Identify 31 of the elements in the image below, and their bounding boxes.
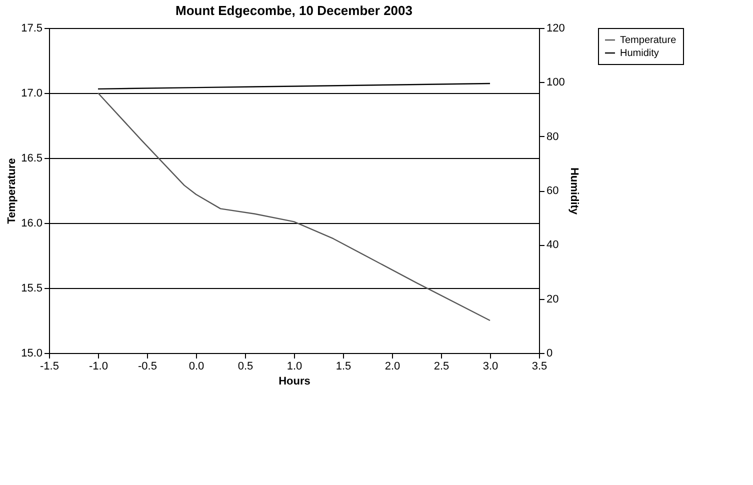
y2-axis-title: Humidity — [568, 167, 580, 216]
x-tick-label: -1.5 — [40, 360, 59, 372]
chart-title: Mount Edgecombe, 10 December 2003 — [176, 3, 412, 18]
x-tick-label: 3.0 — [482, 360, 498, 372]
line-series — [97, 92, 491, 322]
y-tick-label: 15.0 — [21, 348, 42, 360]
x-tick-label: 1.0 — [286, 360, 302, 372]
y2-tick-label: 0 — [546, 348, 553, 360]
y2-tick-label: 40 — [546, 239, 559, 252]
y2-tick-label: 100 — [546, 76, 565, 89]
y-tick-label: 16.0 — [21, 218, 42, 230]
x-tick-label: 1.5 — [336, 360, 352, 372]
y-axis-title: Temperature — [6, 158, 18, 224]
y2-tick-label: 20 — [546, 293, 559, 306]
y-tick-label: 16.5 — [21, 152, 42, 164]
x-tick-label: 3.5 — [532, 360, 548, 372]
y2-tick-label: 80 — [546, 130, 559, 143]
x-tick-label: 0.0 — [188, 360, 204, 372]
y-tick-label: 17.0 — [21, 88, 42, 100]
y-tick-label: 17.5 — [21, 22, 42, 34]
y2-tick-label: 120 — [546, 22, 565, 34]
legend-label: Temperature — [620, 35, 677, 46]
x-tick-label: 2.5 — [434, 360, 450, 372]
x-axis-title: Hours — [278, 376, 310, 388]
legend-label: Humidity — [620, 48, 659, 59]
x-tick-label: 0.5 — [238, 360, 254, 372]
x-tick-label: 2.0 — [384, 360, 400, 372]
x-tick-label: -1.0 — [89, 360, 108, 372]
x-tick-label: -0.5 — [138, 360, 157, 372]
y-tick-label: 15.5 — [21, 282, 42, 294]
y2-tick-label: 60 — [546, 185, 559, 197]
